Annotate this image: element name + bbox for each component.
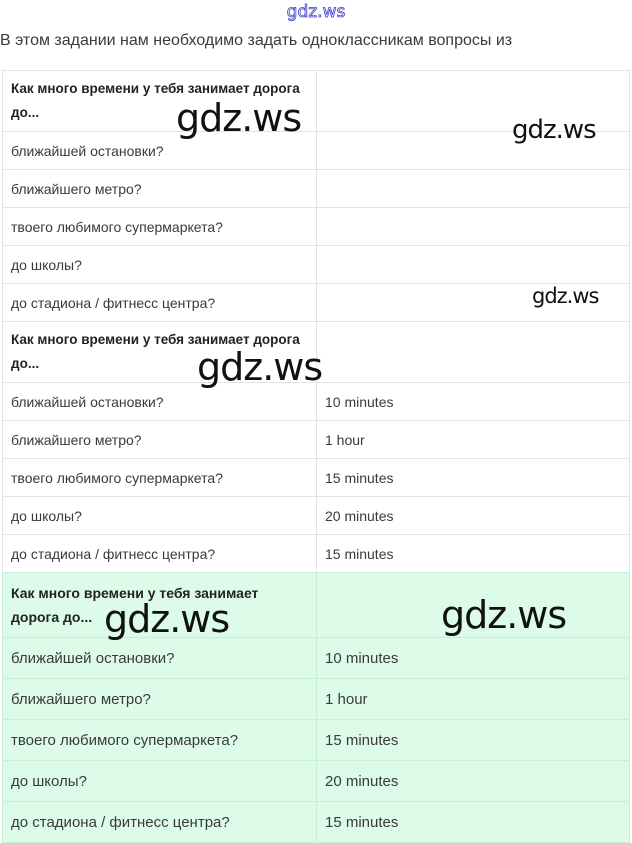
question-cell: ближайшей остановки? [2,637,317,679]
answer-cell: 10 minutes [316,382,630,421]
table-header-row: Как много времени у тебя занимает дорога… [2,70,630,132]
table-row: ближайшей остановки? 10 minutes [2,382,630,421]
watermark: gdz.ws [176,96,302,140]
answer-table-empty: Как много времени у тебя занимает дорога… [2,70,630,322]
table-row: ближайшего метро? [2,169,630,208]
question-cell: до стадиона / фитнесс центра? [2,283,317,322]
question-cell: до школы? [2,760,317,802]
question-header: Как много времени у тебя занимает дорога… [2,70,317,132]
watermark: gdz.ws [104,597,230,641]
answer-cell: 20 minutes [316,760,630,802]
question-cell: до школы? [2,245,317,284]
question-cell: ближайшего метро? [2,420,317,459]
answer-table-filled: Как много времени у тебя занимает дорога… [2,321,630,573]
answer-cell: 15 minutes [316,801,630,843]
answer-cell: 1 hour [316,678,630,720]
answer-cell: 10 minutes [316,637,630,679]
answer-cell: 15 minutes [316,534,630,573]
watermark: gdz.ws [532,284,599,308]
site-label: gdz.ws [286,2,346,23]
question-cell: до стадиона / фитнесс центра? [2,801,317,843]
table-row: до стадиона / фитнесс центра? 15 minutes [2,801,630,843]
answer-cell: 15 minutes [316,458,630,497]
table-row: ближайшего метро? 1 hour [2,420,630,459]
question-cell: до стадиона / фитнесс центра? [2,534,317,573]
table-header-row: Как много времени у тебя занимает дорога… [2,321,630,383]
table-row: ближайшей остановки? 10 minutes [2,637,630,679]
table-row: ближайшего метро? 1 hour [2,678,630,720]
question-cell: твоего любимого супермаркета? [2,207,317,246]
answer-cell [316,207,630,246]
question-header: Как много времени у тебя занимает дорога… [2,572,317,638]
question-cell: ближайшей остановки? [2,382,317,421]
answer-cell: 15 minutes [316,719,630,761]
intro-text: В этом задании нам необходимо задать одн… [0,32,513,49]
table-row: до стадиона / фитнесс центра? 15 minutes [2,534,630,573]
watermark: gdz.ws [197,345,323,389]
table-row: твоего любимого супермаркета? 15 minutes [2,719,630,761]
table-row: твоего любимого супермаркета? 15 minutes [2,458,630,497]
question-cell: ближайшего метро? [2,169,317,208]
table-row: ближайшей остановки? [2,131,630,170]
table-row: до школы? [2,245,630,284]
answer-table-highlighted: Как много времени у тебя занимает дорога… [2,572,630,843]
answer-cell [316,245,630,284]
question-cell: ближайшего метро? [2,678,317,720]
question-cell: твоего любимого супермаркета? [2,458,317,497]
watermark: gdz.ws [441,593,567,637]
table-header-row: Как много времени у тебя занимает дорога… [2,572,630,638]
table-row: твоего любимого супермаркета? [2,207,630,246]
answer-cell [316,169,630,208]
answer-header [316,70,630,132]
answer-cell: 20 minutes [316,496,630,535]
table-row: до школы? 20 minutes [2,760,630,802]
answer-cell [316,131,630,170]
question-header: Как много времени у тебя занимает дорога… [2,321,317,383]
answer-header [316,321,630,383]
watermark: gdz.ws [512,115,597,145]
question-cell: до школы? [2,496,317,535]
table-row: до школы? 20 minutes [2,496,630,535]
question-cell: твоего любимого супермаркета? [2,719,317,761]
answer-cell: 1 hour [316,420,630,459]
